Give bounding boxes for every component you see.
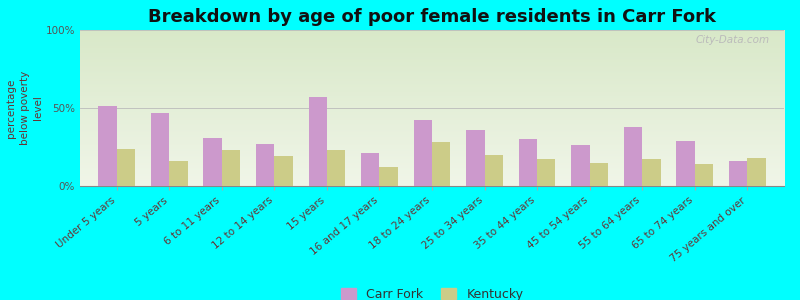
Bar [537,160,555,186]
Bar [624,127,642,186]
Bar [432,142,450,186]
Legend: Carr Fork, Kentucky: Carr Fork, Kentucky [335,283,529,300]
Bar [414,121,432,186]
Bar [151,113,170,186]
Bar [117,148,135,186]
Bar [642,160,661,186]
Bar [256,144,274,186]
Bar [571,146,590,186]
Y-axis label: percentage
below poverty
level: percentage below poverty level [6,71,43,145]
Bar [98,106,117,186]
Bar [694,164,713,186]
Title: Breakdown by age of poor female residents in Carr Fork: Breakdown by age of poor female resident… [148,8,716,26]
Bar [729,161,747,186]
Bar [518,139,537,186]
Bar [361,153,379,186]
Bar [747,158,766,186]
Bar [203,138,222,186]
Bar [485,155,503,186]
Bar [222,150,240,186]
Bar [676,141,694,186]
Bar [274,156,293,186]
Bar [590,163,608,186]
Bar [170,161,188,186]
Bar [309,97,327,186]
Bar [327,150,346,186]
Text: City-Data.com: City-Data.com [696,35,770,45]
Bar [466,130,485,186]
Bar [379,167,398,186]
